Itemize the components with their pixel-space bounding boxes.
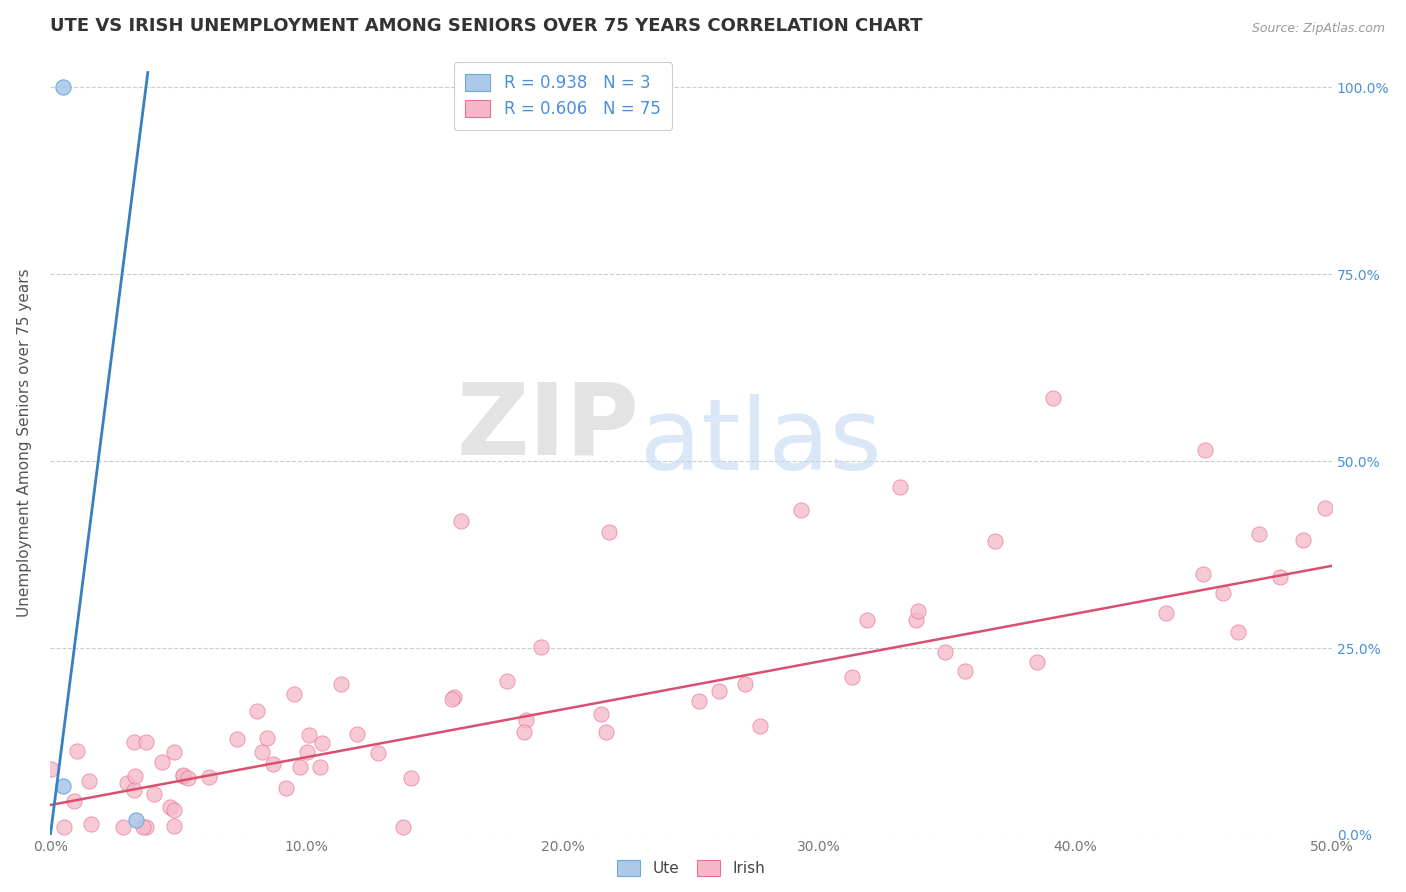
Point: [124, 769, 146, 783]
Point: [591, 706, 613, 721]
Point: [283, 687, 305, 701]
Point: [934, 645, 956, 659]
Point: [163, 803, 186, 817]
Point: [1212, 586, 1234, 600]
Point: [734, 676, 756, 690]
Y-axis label: Unemployment Among Seniors over 75 years: Unemployment Among Seniors over 75 years: [17, 268, 32, 616]
Point: [252, 745, 274, 759]
Point: [172, 769, 194, 783]
Point: [53, 821, 76, 835]
Point: [298, 728, 321, 742]
Point: [41, 762, 63, 776]
Point: [953, 665, 976, 679]
Point: [984, 533, 1007, 548]
Point: [1025, 655, 1047, 669]
Point: [841, 670, 863, 684]
Text: UTE VS IRISH UNEMPLOYMENT AMONG SENIORS OVER 75 YEARS CORRELATION CHART: UTE VS IRISH UNEMPLOYMENT AMONG SENIORS …: [51, 17, 922, 35]
Point: [112, 821, 135, 835]
Point: [246, 704, 269, 718]
Point: [367, 746, 389, 760]
Point: [309, 760, 332, 774]
Point: [132, 821, 155, 835]
Point: [598, 525, 620, 540]
Point: [262, 757, 284, 772]
Point: [346, 727, 368, 741]
Point: [688, 694, 710, 708]
Point: [63, 794, 86, 808]
Point: [856, 613, 879, 627]
Point: [150, 756, 173, 770]
Point: [77, 774, 100, 789]
Text: atlas: atlas: [640, 394, 882, 491]
Point: [226, 731, 249, 746]
Point: [1191, 567, 1213, 582]
Point: [1313, 500, 1336, 515]
Point: [595, 724, 617, 739]
Point: [52, 80, 75, 95]
Point: [1227, 625, 1250, 640]
Point: [122, 782, 145, 797]
Point: [450, 514, 472, 528]
Point: [392, 821, 415, 835]
Point: [143, 788, 166, 802]
Point: [441, 691, 464, 706]
Point: [172, 768, 194, 782]
Point: [1292, 533, 1315, 547]
Point: [66, 744, 89, 758]
Point: [135, 735, 157, 749]
Point: [297, 745, 319, 759]
Point: [162, 819, 184, 833]
Point: [889, 480, 911, 494]
Point: [443, 690, 465, 704]
Point: [1270, 570, 1292, 584]
Point: [52, 780, 75, 794]
Point: [122, 735, 145, 749]
Point: [198, 770, 221, 784]
Point: [125, 813, 148, 827]
Point: [1247, 526, 1270, 541]
Point: [115, 776, 138, 790]
Text: Source: ZipAtlas.com: Source: ZipAtlas.com: [1251, 22, 1385, 36]
Legend: Ute, Irish: Ute, Irish: [612, 854, 772, 882]
Point: [311, 736, 333, 750]
Point: [790, 502, 813, 516]
Point: [496, 673, 519, 688]
Point: [80, 817, 103, 831]
Point: [399, 771, 422, 785]
Point: [159, 800, 181, 814]
Text: ZIP: ZIP: [457, 378, 640, 475]
Point: [1154, 606, 1177, 620]
Point: [530, 640, 553, 654]
Point: [135, 821, 157, 835]
Point: [749, 719, 772, 733]
Point: [329, 676, 352, 690]
Point: [288, 760, 311, 774]
Point: [177, 772, 200, 786]
Point: [904, 613, 927, 627]
Point: [163, 745, 186, 759]
Point: [1194, 442, 1216, 457]
Point: [709, 684, 731, 698]
Point: [1042, 391, 1064, 405]
Point: [907, 604, 929, 618]
Point: [515, 714, 537, 728]
Point: [274, 780, 297, 795]
Point: [256, 731, 278, 745]
Point: [513, 725, 536, 739]
